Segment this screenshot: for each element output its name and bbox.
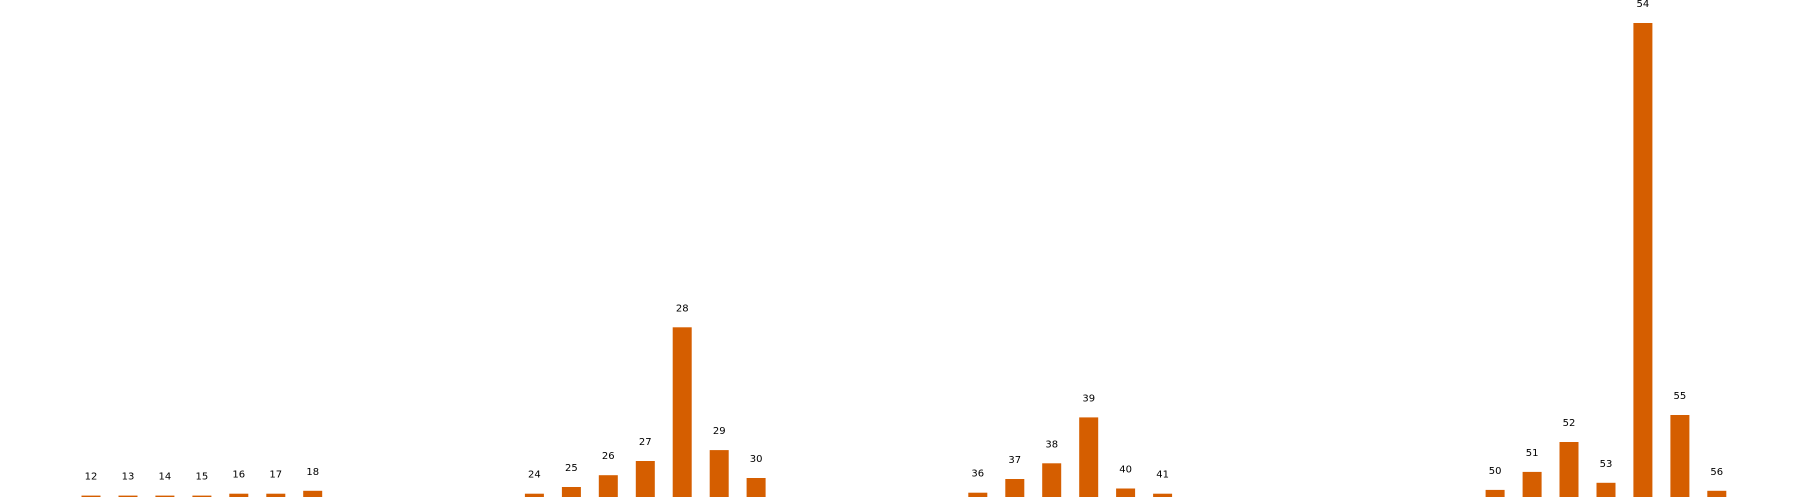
bar-label-53: 53 [1600,459,1613,470]
bar-52 [1559,442,1579,497]
bar-30 [746,478,766,497]
bar-29 [709,450,729,497]
bar-50 [1485,489,1505,497]
bar-label-18: 18 [306,467,319,478]
bar-41 [1153,493,1173,497]
bar-label-50: 50 [1489,466,1502,477]
bar-39 [1079,417,1099,497]
data-labels-layer: 12 13 14 15 16 17 18 24 25 26 27 28 29 30 36 37 38 39 40 41… [85,0,1724,483]
bar-label-16: 16 [232,470,245,481]
bar-label-40: 40 [1119,465,1132,476]
bar-18 [303,490,323,497]
bar-label-51: 51 [1526,448,1539,459]
bar-label-13: 13 [122,472,135,483]
bars-layer [81,23,1727,497]
bar-label-12: 12 [85,472,98,483]
bar-label-36: 36 [971,469,984,480]
bar-28 [672,327,692,497]
bar-14 [155,495,175,497]
bar-26 [598,475,618,497]
bar-15 [192,495,212,497]
bar-51 [1522,471,1542,497]
bar-label-25: 25 [565,463,578,474]
bar-label-41: 41 [1156,470,1169,481]
bar-36 [968,492,988,497]
bar-37 [1005,479,1025,497]
bar-54 [1633,23,1653,497]
bar-13 [118,495,138,497]
bar-label-38: 38 [1045,439,1058,450]
bar-label-15: 15 [196,472,209,483]
bar-label-39: 39 [1082,393,1095,404]
bar-label-55: 55 [1674,391,1687,402]
bar-label-29: 29 [713,426,726,437]
bar-label-37: 37 [1008,455,1021,466]
bar-12 [81,495,101,497]
bar-56 [1707,490,1727,497]
bar-17 [266,493,286,497]
bar-label-17: 17 [269,470,282,481]
bar-38 [1042,463,1062,497]
bar-27 [635,461,655,497]
bar-label-24: 24 [528,470,541,481]
bar-label-14: 14 [159,472,172,483]
bar-label-30: 30 [750,454,763,465]
bar-label-26: 26 [602,451,615,462]
bar-16 [229,493,249,497]
bar-40 [1116,488,1136,497]
bar-53 [1596,482,1616,497]
bar-label-54: 54 [1637,0,1650,10]
bar-label-28: 28 [676,303,689,314]
bar-55 [1670,415,1690,497]
bar-label-52: 52 [1563,418,1576,429]
bar-label-56: 56 [1710,467,1723,478]
bar-25 [561,487,581,497]
bar-label-27: 27 [639,437,652,448]
bar-24 [524,493,544,497]
